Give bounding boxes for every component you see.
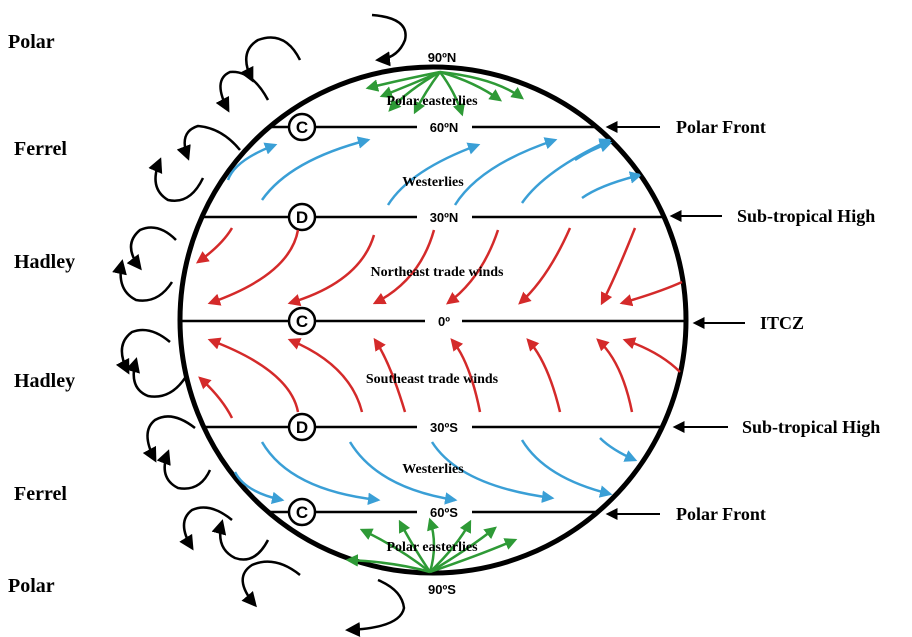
cell-arrow <box>345 578 406 637</box>
westerlies-south-arrows <box>233 437 638 506</box>
equator-label: 0º <box>438 314 450 329</box>
blue-arrow <box>581 171 643 200</box>
cell-arrow <box>215 70 270 113</box>
lat-30s-label: 30ºS <box>430 420 458 435</box>
green-arrow <box>429 519 472 573</box>
ne-trades-arrows <box>195 227 683 307</box>
green-arrow <box>379 70 441 99</box>
blue-arrow <box>430 441 555 503</box>
red-arrow <box>287 234 376 307</box>
blue-arrow <box>386 142 481 206</box>
red-arrow <box>195 227 234 264</box>
cell-arrow <box>176 124 241 161</box>
red-arrow <box>207 229 300 306</box>
subtropical-high-south-label: Sub-tropical High <box>742 417 880 437</box>
red-arrow <box>600 227 637 306</box>
blue-arrow <box>260 136 371 201</box>
red-arrow <box>619 280 683 307</box>
blue-arrow <box>599 437 638 462</box>
green-arrow <box>429 538 518 574</box>
red-arrow <box>596 338 634 413</box>
green-arrow <box>398 519 432 573</box>
green-arrow <box>429 526 497 574</box>
cell-arrow <box>142 415 196 463</box>
se-trades-label: Southeast trade winds <box>366 372 499 387</box>
lat-30n-label: 30ºN <box>430 210 459 225</box>
south-pole-label: 90ºS <box>428 582 456 597</box>
cell-arrow <box>239 36 302 83</box>
polar-front-south-label: Polar Front <box>676 504 766 524</box>
cell-label-polar-north: Polar <box>8 31 55 53</box>
green-arrow <box>413 71 442 115</box>
cell-arrow <box>148 157 205 202</box>
red-arrow <box>373 337 407 413</box>
itcz-label: ITCZ <box>760 313 804 333</box>
pressure-marker-60n: C <box>287 112 317 142</box>
green-arrow <box>439 70 525 100</box>
red-arrow <box>287 338 364 413</box>
cell-arrow <box>179 506 233 551</box>
blue-arrow <box>233 471 285 504</box>
subtropical-high-north-label: Sub-tropical High <box>737 206 875 226</box>
se-trades-arrows <box>198 337 681 419</box>
side-pointer-arrows <box>605 121 745 520</box>
blue-arrow <box>520 138 613 204</box>
pressure-letter: D <box>296 208 308 227</box>
polar-easterlies-south-label: Polar easterlies <box>386 540 478 555</box>
green-arrow <box>438 71 465 117</box>
blue-arrow <box>520 439 613 498</box>
lat-60n-label: 60ºN <box>430 120 459 135</box>
pressure-letter: C <box>296 118 308 137</box>
pressure-letter: C <box>296 312 308 331</box>
cell-arrow <box>115 328 171 375</box>
red-arrow <box>622 337 681 373</box>
pressure-letter: C <box>296 503 308 522</box>
cell-arrow <box>241 560 301 608</box>
red-arrow <box>450 338 482 413</box>
polar-easterlies-north-arrows <box>365 70 525 117</box>
red-arrow <box>445 229 500 305</box>
cell-label-ferrel-south: Ferrel <box>14 483 67 505</box>
north-pole-label: 90ºN <box>428 50 457 65</box>
cell-label-hadley-north: Hadley <box>14 251 75 273</box>
cell-label-ferrel-north: Ferrel <box>14 138 67 160</box>
cell-arrow <box>125 357 187 398</box>
circulation-cell-arrows <box>112 13 407 637</box>
blue-arrow <box>574 140 613 162</box>
green-arrow <box>345 554 431 574</box>
cell-arrow <box>371 13 407 67</box>
westerlies-south-label: Westerlies <box>402 462 464 477</box>
blue-arrow <box>453 137 558 206</box>
westerlies-north-label: Westerlies <box>402 175 464 190</box>
lat-60s-label: 60ºS <box>430 505 458 520</box>
ne-trades-label: Northeast trade winds <box>371 265 505 280</box>
green-arrow <box>365 70 441 92</box>
cell-arrow <box>211 519 270 561</box>
pressure-marker-60s: C <box>287 497 317 527</box>
pressure-marker-30s: D <box>287 412 317 442</box>
pressure-letter: D <box>296 418 308 437</box>
polar-easterlies-south-arrows <box>345 517 518 574</box>
red-arrow <box>207 337 300 413</box>
blue-arrow <box>260 441 381 506</box>
cell-arrow <box>156 449 212 490</box>
cell-arrow <box>126 226 177 271</box>
cell-label-hadley-south: Hadley <box>14 370 75 392</box>
red-arrow <box>198 376 234 419</box>
red-arrow <box>526 338 562 413</box>
green-arrow <box>427 517 439 573</box>
westerlies-north-arrows <box>226 136 643 206</box>
blue-arrow <box>348 441 458 505</box>
cell-label-polar-south: Polar <box>8 575 55 597</box>
pressure-marker-equator: C <box>287 306 317 336</box>
red-arrow <box>518 227 572 305</box>
polar-front-north-label: Polar Front <box>676 117 766 137</box>
red-arrow <box>372 229 436 305</box>
green-arrow <box>359 528 431 573</box>
polar-easterlies-north-label: Polar easterlies <box>386 94 478 109</box>
pressure-marker-30n: D <box>287 202 317 232</box>
blue-arrow <box>226 142 278 181</box>
cell-arrow <box>112 259 174 302</box>
